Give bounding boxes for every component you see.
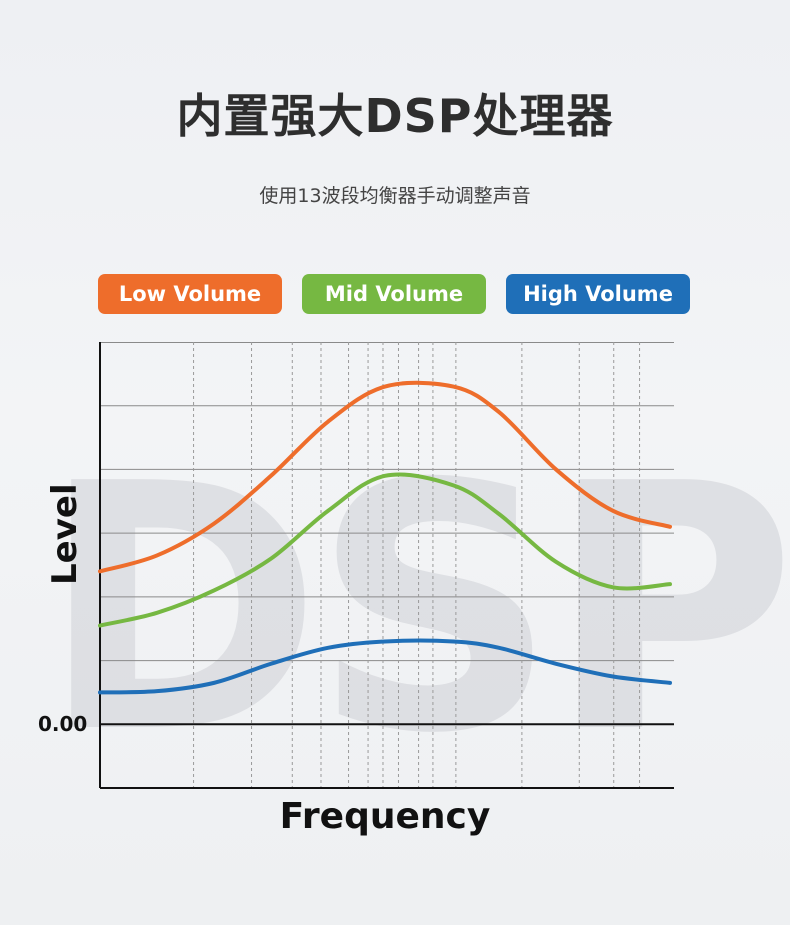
legend-mid-volume: Mid Volume bbox=[302, 274, 486, 314]
y-tick-label-zero: 0.00 bbox=[38, 712, 88, 736]
legend-high-volume: High Volume bbox=[506, 274, 690, 314]
page-title: 内置强大DSP处理器 bbox=[176, 89, 614, 143]
page-subtitle: 使用13波段均衡器手动调整声音 bbox=[259, 185, 531, 207]
series-line-low-volume bbox=[98, 380, 672, 574]
series-line-mid-volume bbox=[98, 472, 672, 628]
series-line-high-volume bbox=[98, 638, 672, 695]
x-axis-label: Frequency bbox=[279, 796, 491, 837]
y-axis-label: Level bbox=[45, 483, 85, 585]
legend-low-volume: Low Volume bbox=[98, 274, 282, 314]
